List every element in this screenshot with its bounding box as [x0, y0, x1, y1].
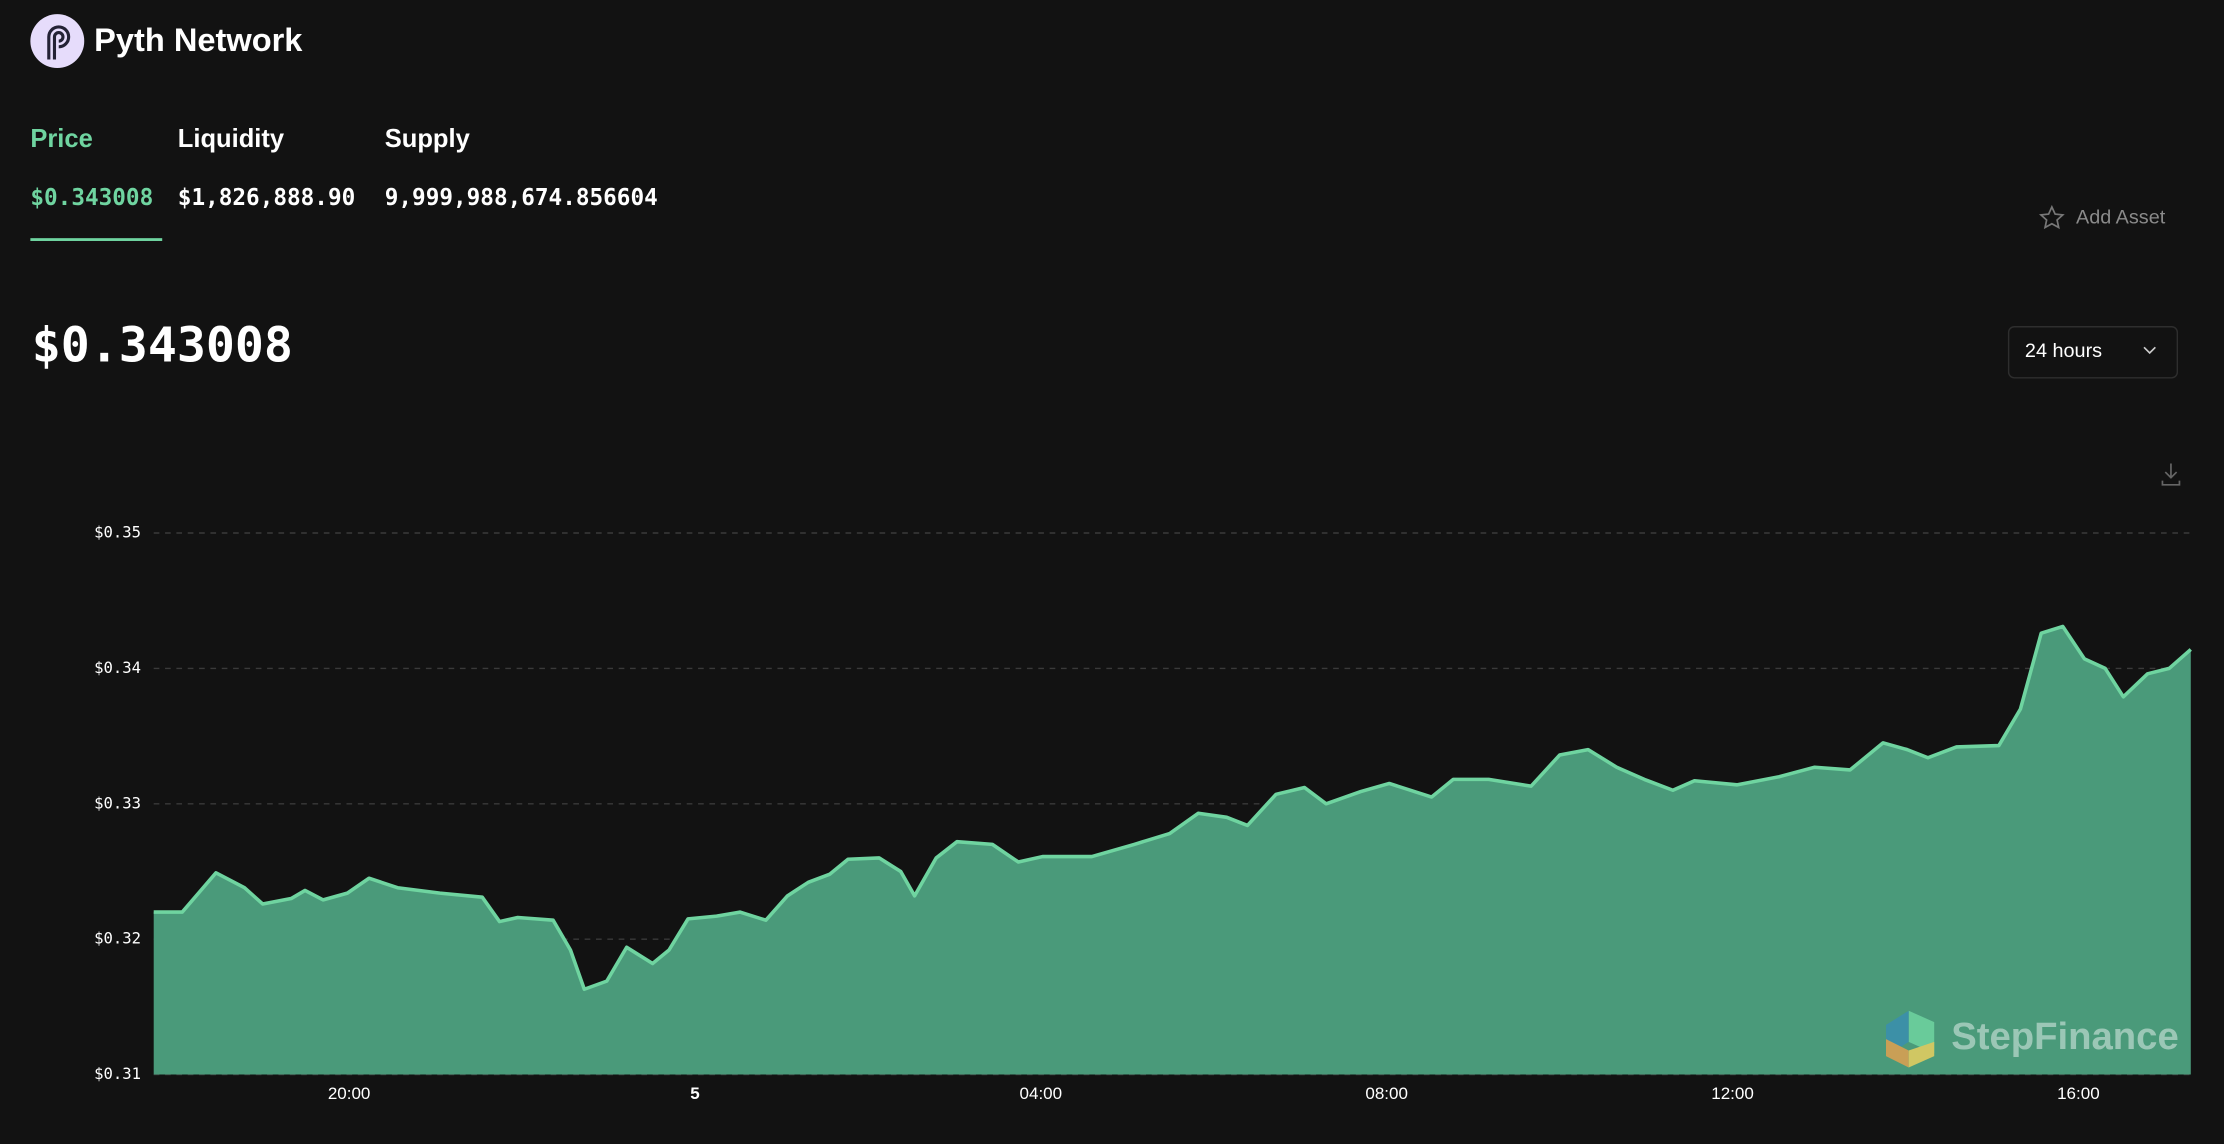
tab-label[interactable]: Supply — [385, 125, 471, 153]
add-asset-button[interactable]: Add Asset — [2076, 207, 2166, 229]
current-price: $0.343008 — [32, 318, 293, 374]
tab-value[interactable]: $1,826,888.90 — [178, 185, 355, 211]
x-tick-label: 20:00 — [328, 1084, 371, 1103]
x-tick-label: 04:00 — [1020, 1084, 1063, 1103]
watermark-text: StepFinance — [1951, 1015, 2179, 1058]
y-tick-label: $0.31 — [94, 1065, 141, 1083]
chart: $0.31 $0.32 $0.33 $0.34 $0.35 20:00 5 04:00 08:0… — [94, 524, 2192, 1103]
y-tick-label: $0.35 — [94, 524, 141, 542]
download-icon[interactable] — [2161, 463, 2181, 486]
tab-underline — [30, 238, 163, 241]
y-tick-label: $0.33 — [94, 794, 141, 812]
range-label[interactable]: 24 hours — [2025, 340, 2102, 362]
tab-label[interactable]: Price — [30, 125, 92, 153]
area — [153, 626, 2191, 1075]
y-tick-label: $0.32 — [94, 930, 141, 948]
logo — [30, 14, 85, 69]
tab-value[interactable]: $0.343008 — [30, 185, 153, 211]
line — [153, 624, 2192, 992]
x-tick-label: 16:00 — [2057, 1084, 2100, 1103]
x-tick-label: 5 — [690, 1084, 699, 1103]
chevron-icon[interactable] — [2143, 346, 2156, 355]
tab-value[interactable]: 9,999,988,674.856604 — [385, 185, 658, 211]
star-icon[interactable] — [2038, 204, 2065, 230]
x-tick-label: 08:00 — [1365, 1084, 1408, 1103]
tab-label[interactable]: Liquidity — [178, 125, 285, 153]
y-tick-label: $0.34 — [94, 659, 141, 677]
brand-title: Pyth Network — [94, 21, 303, 58]
watermark-logo — [1886, 1010, 1935, 1068]
x-tick-label: 12:00 — [1711, 1084, 1754, 1103]
logo-glyph — [47, 25, 71, 60]
range-dropdown[interactable] — [2007, 326, 2179, 379]
